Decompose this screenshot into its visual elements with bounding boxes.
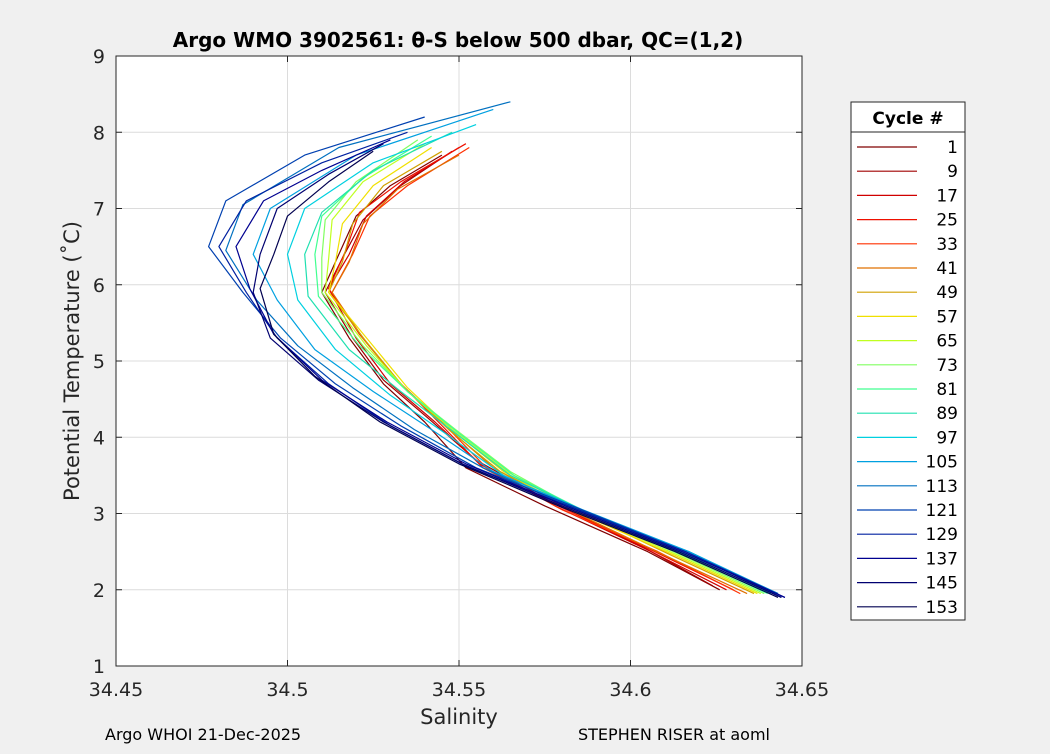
legend-entry-label: 9 xyxy=(947,162,958,182)
y-tick-label: 5 xyxy=(93,351,105,373)
legend-entry-label: 137 xyxy=(926,549,958,569)
legend-entry-label: 153 xyxy=(926,598,958,618)
y-tick-labels: 1 2 3 4 5 6 7 8 9 xyxy=(93,46,105,678)
axis-ticks xyxy=(115,55,803,667)
legend-entry-label: 145 xyxy=(926,574,958,594)
y-tick-label: 3 xyxy=(93,504,105,526)
y-tick-label: 8 xyxy=(93,122,105,144)
series-line-cycle-137 xyxy=(235,139,786,598)
footer-left: Argo WHOI 21-Dec-2025 xyxy=(105,725,301,744)
legend-entry-label: 57 xyxy=(936,307,958,327)
x-axis-label: Salinity xyxy=(420,705,498,729)
y-tick-label: 6 xyxy=(93,275,105,297)
legend-entry-label: 113 xyxy=(926,477,958,497)
y-tick-label: 1 xyxy=(93,656,105,678)
x-tick-label: 34.5 xyxy=(266,679,308,701)
legend-entry-label: 65 xyxy=(936,332,958,352)
series-line-cycle-145 xyxy=(252,143,782,598)
legend-entry-label: 97 xyxy=(936,428,958,448)
legend-entry-label: 81 xyxy=(936,380,958,400)
legend-entry-label: 1 xyxy=(947,138,958,158)
y-tick-label: 4 xyxy=(93,427,105,449)
chart-title: Argo WMO 3902561: θ-S below 500 dbar, QC… xyxy=(173,28,743,52)
y-tick-label: 7 xyxy=(93,199,105,221)
x-tick-label: 34.45 xyxy=(89,679,143,701)
x-tick-labels: 34.45 34.5 34.55 34.6 34.65 xyxy=(89,679,829,701)
legend-entry-label: 73 xyxy=(936,356,958,376)
legend-entry-label: 17 xyxy=(936,186,958,206)
x-tick-label: 34.55 xyxy=(432,679,486,701)
legend-items: 1 9 17 25 33 41 49 57 65 73 81 89 97 105 113 121 129 137 1… xyxy=(857,138,958,618)
legend: Cycle # 1 9 17 25 33 41 49 57 65 73 81 89 97 105 113 12… xyxy=(850,101,966,621)
footer-right: STEPHEN RISER at aoml xyxy=(578,725,770,744)
legend-entry-label: 105 xyxy=(926,453,958,473)
legend-entry-label: 25 xyxy=(936,211,958,231)
series-line-cycle-129 xyxy=(218,131,786,598)
series-layer xyxy=(208,101,786,598)
legend-entry-label: 33 xyxy=(936,235,958,255)
x-tick-label: 34.65 xyxy=(775,679,829,701)
series-line-cycle-153 xyxy=(259,150,779,598)
legend-entry-label: 121 xyxy=(926,501,958,521)
y-tick-label: 2 xyxy=(93,580,105,602)
legend-entry-label: 41 xyxy=(936,259,958,279)
legend-entry-label: 89 xyxy=(936,404,958,424)
y-tick-label: 9 xyxy=(93,46,105,68)
x-tick-label: 34.6 xyxy=(609,679,651,701)
series-line-cycle-121 xyxy=(208,116,782,598)
legend-entry-label: 49 xyxy=(936,283,958,303)
legend-title: Cycle # xyxy=(872,109,943,129)
legend-entry-label: 129 xyxy=(926,525,958,545)
y-axis-label: Potential Temperature (˚C) xyxy=(60,221,84,501)
